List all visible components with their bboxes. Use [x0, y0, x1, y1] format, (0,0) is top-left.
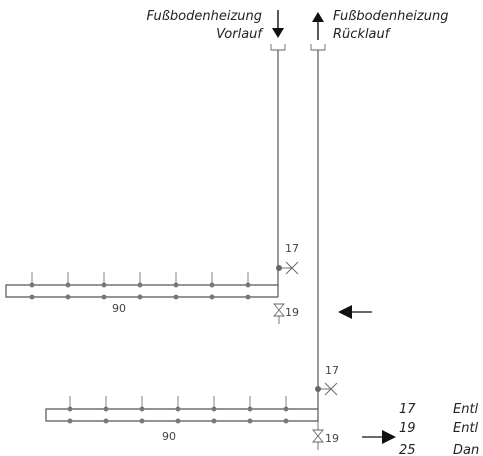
legend-text: Dan: [453, 443, 479, 456]
return-label: Rücklauf: [333, 27, 392, 42]
connector: [270, 44, 286, 51]
length-label: 90: [162, 430, 176, 443]
return-label: Fußbodenheizung: [333, 9, 448, 24]
return-arrow: [312, 12, 324, 40]
supply-arrow: [272, 10, 284, 38]
vent-number: 17: [285, 242, 299, 255]
legend-number: 19: [399, 421, 416, 436]
legend-number: 25: [399, 443, 416, 456]
length-label: 90: [112, 302, 126, 315]
vent-number: 17: [325, 364, 339, 377]
flow-arrow: [362, 430, 396, 444]
connector: [310, 44, 326, 51]
lower-manifold: [45, 382, 338, 450]
legend-text: Entl: [453, 402, 479, 417]
supply-label: Vorlauf: [216, 27, 264, 42]
valve-number: 19: [285, 306, 299, 319]
valve-number: 19: [325, 432, 339, 445]
legend-number: 17: [399, 402, 416, 417]
upper-manifold: [5, 261, 299, 324]
flow-arrow: [338, 305, 372, 319]
legend-text: Entl: [453, 421, 479, 436]
supply-label: Fußbodenheizung: [147, 9, 262, 24]
